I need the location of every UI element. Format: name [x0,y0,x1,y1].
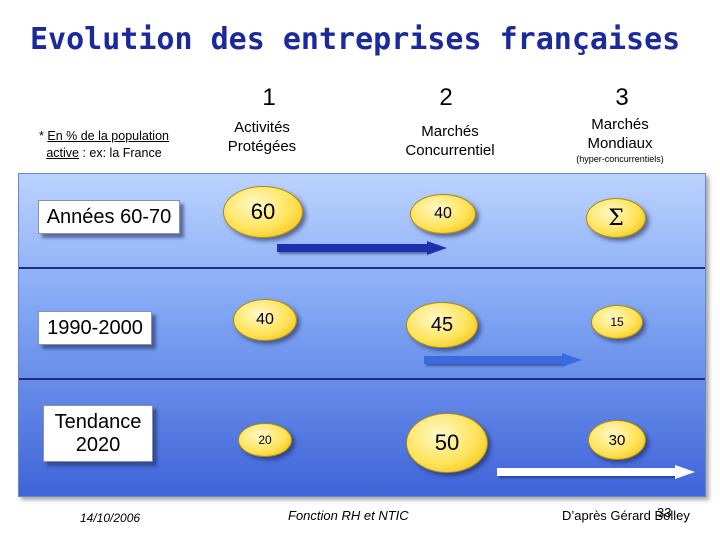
value-row3-col3: 30 [608,431,626,449]
row-label-3-line2: 2020 [75,433,121,456]
value-row2-col1: 40 [256,311,274,328]
population-note-prefix: * [39,129,48,143]
oval-row1-col1: 60 [223,186,303,238]
arrow-row1-shaft [277,244,427,252]
population-note-suffix: : ex: la France [78,146,162,160]
row-label-3: Tendance 2020 [43,405,153,462]
page-number: 33 [657,505,672,520]
arrow-row3 [497,465,695,479]
column-heading-2-line2: Concurrentiel [405,142,495,159]
value-row1-col2: 40 [434,205,452,222]
value-row3-col2: 50 [434,430,460,455]
value-row1-col1: 60 [250,199,276,224]
oval-row2-col1: 40 [233,299,297,341]
column-heading-3: Marchés Mondiaux [560,115,680,153]
footer-credit: D’après Gérard Bolley [562,508,690,523]
column-heading-2-line1: Marchés [421,123,479,140]
arrow-row1-head [427,241,447,255]
footer-center-text: Fonction RH et NTIC [288,508,409,523]
oval-row1-col3: Σ [586,198,646,238]
column-heading-1-line2: Protégées [227,138,297,155]
oval-row3-col3: 30 [588,420,646,460]
oval-row3-col2: 50 [406,413,488,473]
arrow-row1 [277,241,447,255]
value-row3-col1: 20 [258,433,272,447]
row-label-3-line1: Tendance [54,410,142,433]
row-label-1: Années 60-70 [38,200,180,234]
population-note-underlined-2: active [46,146,79,160]
column-heading-3-line2: Mondiaux [587,135,653,152]
arrow-row2 [424,353,582,367]
column-heading-1: Activités Protégées [200,118,324,156]
arrow-row2-shaft [424,356,562,364]
slide-title: Evolution des entreprises françaises [30,22,681,57]
value-row2-col3: 15 [610,315,624,329]
oval-row2-col3: 15 [591,305,643,339]
column-heading-1-line1: Activités [234,119,290,136]
oval-row1-col2: 40 [410,194,476,234]
row-divider-1 [19,267,705,269]
value-row1-col3: Σ [608,205,624,231]
column-number-2: 2 [439,84,453,111]
arrow-row3-head [675,465,695,479]
value-row2-col2: 45 [430,313,454,336]
column-heading-2: Marchés Concurrentiel [378,122,522,160]
column-number-3: 3 [615,84,629,111]
row-label-2: 1990-2000 [38,311,152,345]
row-label-2-text: 1990-2000 [47,316,143,339]
row-divider-2 [19,378,705,380]
arrow-row2-head [562,353,582,367]
column-number-1: 1 [262,84,276,111]
footer-date: 14/10/2006 [80,511,141,525]
evolution-table-panel: Années 60-70 1990-2000 Tendance 2020 60 … [18,173,706,497]
arrow-row3-shaft [497,468,675,476]
column-heading-3-note: (hyper-concurrentiels) [576,154,664,164]
oval-row3-col1: 20 [238,423,292,457]
population-note: * En % de la population active : ex: la … [18,128,190,162]
population-note-underlined-1: En % de la population [47,129,169,143]
oval-row2-col2: 45 [406,302,478,348]
row-label-1-text: Années 60-70 [46,205,172,228]
column-heading-3-line1: Marchés [591,116,649,133]
